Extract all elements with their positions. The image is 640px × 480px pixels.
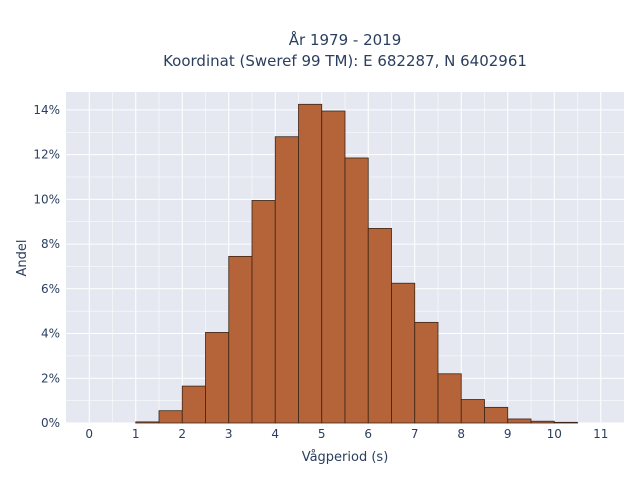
histogram-bar: [437, 373, 462, 424]
histogram-bar: [507, 418, 532, 424]
histogram-bar: [391, 282, 416, 424]
x-tick-label: 4: [271, 427, 279, 441]
histogram-bar: [251, 200, 276, 424]
histogram-bar: [298, 103, 323, 424]
chart-title-line-1: År 1979 - 2019: [289, 30, 402, 49]
y-tick-label: 8%: [41, 237, 60, 251]
histogram-bar: [367, 228, 392, 424]
histogram-bar: [414, 321, 439, 424]
y-tick-label: 0%: [41, 416, 60, 430]
histogram-bar: [158, 410, 183, 424]
histogram-bar: [205, 332, 230, 424]
x-tick-label: 2: [178, 427, 186, 441]
y-tick-label: 10%: [33, 192, 60, 206]
y-tick-label: 6%: [41, 282, 60, 296]
x-tick-label: 8: [457, 427, 465, 441]
x-tick-label: 11: [593, 427, 608, 441]
axis-ticks: 0 1 2 3 4 5 6 7 8 9 10 11 0% 2% 4% 6% 8% 10% 12% 14%: [33, 103, 608, 441]
x-tick-label: 10: [547, 427, 562, 441]
x-tick-label: 3: [225, 427, 233, 441]
y-tick-label: 14%: [33, 103, 60, 117]
histogram-bar: [530, 420, 555, 424]
histogram-bar: [321, 110, 346, 424]
y-tick-label: 2%: [41, 371, 60, 385]
histogram-bar: [344, 157, 369, 424]
histogram-bar: [460, 399, 485, 424]
histogram-bars: [135, 103, 578, 424]
x-tick-label: 7: [411, 427, 419, 441]
y-tick-label: 4%: [41, 327, 60, 341]
x-tick-label: 0: [85, 427, 93, 441]
y-tick-label: 12%: [33, 148, 60, 162]
histogram-bar: [274, 136, 299, 424]
x-tick-label: 1: [132, 427, 140, 441]
x-tick-label: 9: [504, 427, 512, 441]
x-tick-label: 5: [318, 427, 326, 441]
histogram-bar: [553, 421, 578, 424]
histogram-bar: [135, 421, 160, 424]
x-tick-label: 6: [364, 427, 372, 441]
histogram-bar: [181, 385, 206, 424]
x-axis-title: Vågperiod (s): [302, 450, 389, 465]
histogram-bar: [228, 255, 253, 424]
y-axis-title: Andel: [15, 240, 30, 277]
histogram-bar: [484, 406, 509, 424]
chart-title-line-2: Koordinat (Sweref 99 TM): E 682287, N 64…: [163, 52, 527, 70]
